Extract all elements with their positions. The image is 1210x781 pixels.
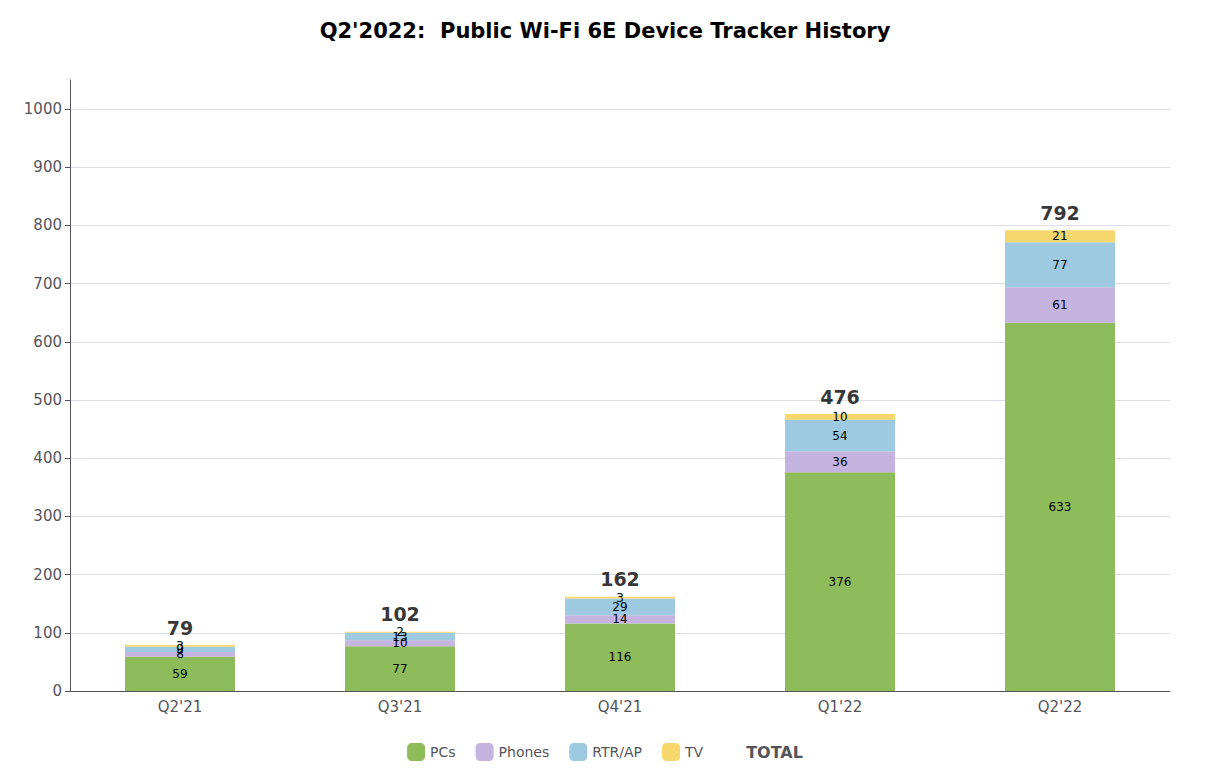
svg-text:14: 14	[612, 612, 627, 626]
svg-text:Q2'21: Q2'21	[158, 698, 203, 716]
svg-text:3: 3	[176, 639, 184, 653]
svg-text:300: 300	[33, 507, 62, 525]
svg-text:600: 600	[33, 333, 62, 351]
svg-text:2: 2	[396, 625, 404, 639]
svg-text:29: 29	[612, 599, 628, 614]
svg-text:13: 13	[392, 629, 408, 644]
svg-text:10: 10	[832, 410, 847, 424]
svg-text:376: 376	[829, 575, 852, 589]
svg-text:Q2'2022: Public Wi-Fi 6E Devi: Q2'2022: Public Wi-Fi 6E Device Tracker …	[320, 19, 891, 43]
svg-text:79: 79	[167, 617, 193, 639]
svg-text:PCs: PCs	[430, 744, 456, 760]
svg-text:RTR/AP: RTR/AP	[592, 744, 642, 760]
svg-text:77: 77	[392, 662, 407, 676]
svg-text:100: 100	[33, 624, 62, 642]
svg-text:162: 162	[600, 568, 640, 590]
svg-text:1000: 1000	[24, 100, 62, 118]
svg-text:476: 476	[820, 386, 860, 408]
svg-text:900: 900	[33, 158, 62, 176]
svg-text:36: 36	[832, 455, 847, 469]
svg-text:792: 792	[1040, 202, 1080, 224]
svg-text:633: 633	[1049, 500, 1072, 514]
svg-text:77: 77	[1052, 258, 1067, 272]
svg-text:116: 116	[609, 650, 632, 664]
svg-text:Q2'22: Q2'22	[1038, 698, 1083, 716]
svg-text:21: 21	[1052, 229, 1067, 243]
svg-text:Phones: Phones	[499, 744, 550, 760]
svg-text:54: 54	[832, 429, 847, 443]
svg-text:200: 200	[33, 566, 62, 584]
svg-text:800: 800	[33, 216, 62, 234]
svg-text:Q1'22: Q1'22	[818, 698, 863, 716]
svg-text:3: 3	[616, 591, 624, 605]
svg-text:400: 400	[33, 449, 62, 467]
svg-text:TOTAL: TOTAL	[746, 743, 803, 762]
svg-text:TV: TV	[684, 744, 704, 760]
svg-text:Q3'21: Q3'21	[378, 698, 423, 716]
svg-text:700: 700	[33, 275, 62, 293]
svg-text:59: 59	[172, 667, 187, 681]
svg-text:102: 102	[380, 603, 420, 625]
svg-text:Q4'21: Q4'21	[598, 698, 643, 716]
svg-text:0: 0	[52, 682, 62, 700]
svg-text:500: 500	[33, 391, 62, 409]
svg-text:61: 61	[1052, 298, 1067, 312]
